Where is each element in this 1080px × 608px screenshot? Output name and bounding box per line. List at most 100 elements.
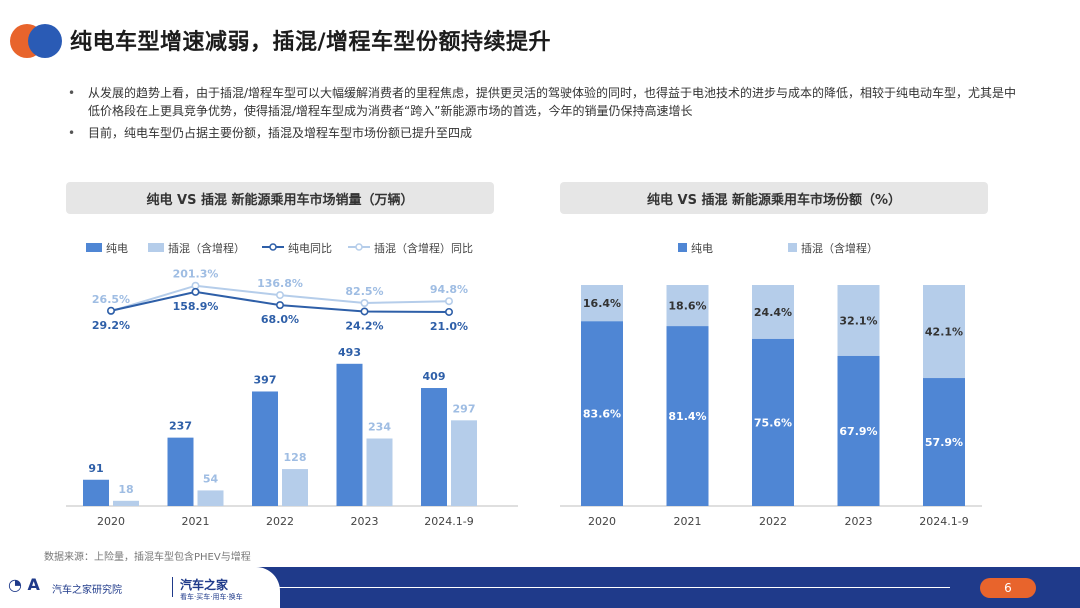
phev-yoy-label-2024.1-9: 94.8% <box>430 283 468 296</box>
sales-chart-title: 纯电 VS 插混 新能源乘用车市场销量（万辆） <box>66 182 494 214</box>
x-tick-2022: 2022 <box>266 515 294 528</box>
share-x-tick-2024.1-9: 2024.1-9 <box>919 515 968 528</box>
bev-yoy-point-2020 <box>107 306 116 315</box>
footer-logo-area: ◔ A 汽车之家研究院 汽车之家 看车·买车·用车·换车 <box>0 567 280 608</box>
footer-brand-tagline: 看车·买车·用车·换车 <box>180 593 243 601</box>
blue-dot-icon <box>28 24 62 58</box>
bev-yoy-point-2023 <box>360 307 369 316</box>
data-label-bev-2021: 237 <box>169 420 192 433</box>
share-bar-bev-2021 <box>666 326 709 506</box>
bar-phev-2021 <box>197 490 224 506</box>
data-label-phev-2020: 18 <box>118 483 133 496</box>
legend-label-2: 插混（含增程） <box>168 241 245 255</box>
bev-yoy-label-2023: 24.2% <box>345 319 383 332</box>
legend-label-3: 纯电同比 <box>288 242 332 255</box>
share-bar-phev-2022 <box>752 285 794 339</box>
legend-marker-3 <box>269 243 277 251</box>
bar-phev-2020 <box>113 500 139 506</box>
bar-phev-2024.1-9 <box>451 420 477 506</box>
share-bar-bev-2023 <box>837 355 880 506</box>
footer-bar: ◔ A 汽车之家研究院 汽车之家 看车·买车·用车·换车 6 <box>0 567 1080 608</box>
legend-label-4: 插混（含增程）同比 <box>374 241 473 255</box>
data-label-phev-2023: 234 <box>368 421 391 434</box>
share-label-bev-2021: 81.4% <box>668 410 706 423</box>
bev-yoy-label-2024.1-9: 21.0% <box>430 320 468 333</box>
share-x-tick-2023: 2023 <box>845 515 873 528</box>
share-bar-phev-2023 <box>837 285 880 356</box>
data-label-bev-2022: 397 <box>254 373 277 386</box>
source-note: 数据来源：上险量，插混车型包含PHEV与增程 <box>44 552 251 563</box>
share-bar-bev-2020 <box>581 321 623 506</box>
data-label-phev-2021: 54 <box>203 472 219 485</box>
bullet-list: 从发展的趋势上看，由于插混/增程车型可以大幅缓解消费者的里程焦虑，提供更灵活的驾… <box>66 84 1026 146</box>
legend-swatch-bev <box>678 243 687 252</box>
share-label-bev-2024.1-9: 57.9% <box>925 436 963 449</box>
bev-yoy-point-2022 <box>276 301 285 310</box>
share-label-phev-2022: 24.4% <box>754 306 792 319</box>
share-label-phev-2021: 18.6% <box>668 300 706 313</box>
legend-swatch-2 <box>148 243 164 252</box>
data-label-phev-2024.1-9: 297 <box>453 402 476 415</box>
page-title: 纯电车型增速减弱，插混/增程车型份额持续提升 <box>70 30 552 55</box>
data-label-bev-2020: 91 <box>88 462 103 475</box>
phev-yoy-point-2022 <box>276 291 285 300</box>
share-bar-phev-2020 <box>581 285 623 322</box>
share-bar-phev-2024.1-9 <box>923 285 965 379</box>
share-label-bev-2023: 67.9% <box>839 425 877 438</box>
data-label-phev-2022: 128 <box>284 451 307 464</box>
legend-label-phev: 插混（含增程） <box>801 241 878 255</box>
bar-bev-2024.1-9 <box>421 388 447 506</box>
legend-label-1: 纯电 <box>106 242 128 255</box>
footer-line <box>260 587 950 588</box>
phev-yoy-label-2021: 201.3% <box>173 268 219 281</box>
bev-yoy-point-2024.1-9 <box>444 307 453 316</box>
page-number: 6 <box>980 578 1036 598</box>
phev-yoy-point-2024.1-9 <box>444 297 453 306</box>
title-logo-icon <box>10 22 62 60</box>
share-bar-phev-2021 <box>666 285 709 327</box>
bullet-item-1: 从发展的趋势上看，由于插混/增程车型可以大幅缓解消费者的里程焦虑，提供更灵活的驾… <box>66 84 1026 120</box>
legend-swatch-1 <box>86 243 102 252</box>
x-tick-2020: 2020 <box>97 515 125 528</box>
share-chart: 纯电 插混（含增程） 16.4% 83.6% 2020 18.6% 81.4% 2021 24.… <box>560 241 982 528</box>
bar-bev-2020 <box>83 479 109 506</box>
bar-bev-2023 <box>336 363 363 506</box>
bev-yoy-label-2021: 158.9% <box>173 300 219 313</box>
legend-label-bev: 纯电 <box>691 242 713 255</box>
bev-yoy-label-2022: 68.0% <box>261 313 299 326</box>
x-tick-2021: 2021 <box>182 515 210 528</box>
x-tick-2024.1-9: 2024.1-9 <box>424 515 473 528</box>
share-label-bev-2020: 83.6% <box>583 408 621 421</box>
phev-yoy-label-2022: 136.8% <box>257 277 303 290</box>
footer-org-name: 汽车之家研究院 <box>52 585 122 596</box>
footer-divider <box>172 577 173 597</box>
bar-phev-2023 <box>366 438 393 506</box>
share-label-phev-2024.1-9: 42.1% <box>925 326 963 339</box>
share-x-tick-2022: 2022 <box>759 515 787 528</box>
company-logo-icon: ◔ A <box>8 575 40 594</box>
data-label-bev-2023: 493 <box>338 346 361 359</box>
legend-swatch-phev <box>788 243 797 252</box>
share-chart-title: 纯电 VS 插混 新能源乘用车市场份额（%） <box>560 182 988 214</box>
share-label-phev-2020: 16.4% <box>583 297 621 310</box>
bar-bev-2022 <box>252 391 278 506</box>
share-bar-bev-2022 <box>752 338 794 506</box>
legend-marker-4 <box>355 243 363 251</box>
bev-yoy-point-2021 <box>191 287 200 296</box>
share-bar-bev-2024.1-9 <box>923 378 965 506</box>
share-label-phev-2023: 32.1% <box>839 314 877 327</box>
bullet-item-2: 目前，纯电车型仍占据主要份额，插混及增程车型市场份额已提升至四成 <box>66 124 1026 142</box>
data-label-bev-2024.1-9: 409 <box>423 370 446 383</box>
phev-yoy-point-2023 <box>360 299 369 308</box>
sales-chart: 纯电 插混（含增程） 纯电同比 插混（含增程）同比 91 18 2020 237 54 2021 3… <box>66 241 518 528</box>
bar-phev-2022 <box>282 469 308 506</box>
share-label-bev-2022: 75.6% <box>754 416 792 429</box>
bar-bev-2021 <box>167 437 194 506</box>
share-x-tick-2020: 2020 <box>588 515 616 528</box>
phev-yoy-label-2023: 82.5% <box>345 285 383 298</box>
phev-yoy-label-2020: 26.5% <box>92 293 130 306</box>
footer-brand-name: 汽车之家 <box>180 578 229 592</box>
share-x-tick-2021: 2021 <box>674 515 702 528</box>
x-tick-2023: 2023 <box>351 515 379 528</box>
bev-yoy-label-2020: 29.2% <box>92 319 130 332</box>
